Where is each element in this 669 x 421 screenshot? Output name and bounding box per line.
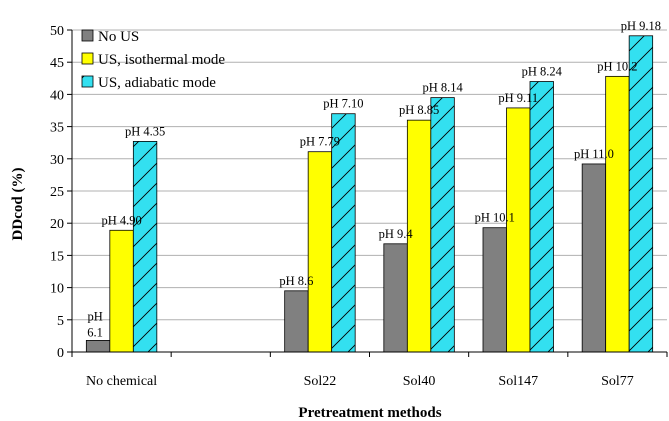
data-label: pH 4.35	[125, 124, 165, 138]
bar	[482, 227, 507, 353]
y-tick-label: 25	[50, 185, 64, 200]
y-tick-label: 40	[50, 88, 64, 103]
bar	[529, 81, 554, 353]
bar	[132, 141, 158, 353]
data-label: pH 7.79	[300, 135, 340, 149]
bar	[109, 229, 134, 353]
gridlines	[72, 29, 667, 321]
x-tick-label: Sol147	[498, 374, 538, 389]
y-tick-label: 50	[50, 24, 64, 39]
bar	[85, 340, 111, 353]
x-tick-label: Sol22	[304, 374, 337, 389]
bar	[383, 243, 408, 353]
legend-label: US, adiabatic mode	[98, 75, 216, 91]
data-label: pH 8.14	[422, 81, 463, 95]
legend: No US US, isothermal mode US, adiabatic mo…	[81, 29, 225, 91]
data-label: pH 7.10	[323, 97, 363, 111]
data-label: pH 11.0	[574, 147, 614, 161]
y-tick-label: 15	[50, 249, 64, 264]
data-label: pH 4.90	[101, 213, 141, 227]
y-tick-label: 20	[50, 217, 64, 232]
data-label: pH	[87, 309, 102, 323]
data-label: pH 8.6	[279, 274, 313, 288]
data-labels: pH 6.1 pH 8.6 pH 9.4 pH 10.1 pH 11.0 pH 4.90 pH…	[87, 19, 661, 340]
y-axis: 0 5 10 15 20 25 30 35 40 45 50	[50, 24, 73, 361]
bar	[307, 151, 333, 353]
y-tick-label: 35	[50, 121, 64, 136]
legend-swatch	[81, 75, 94, 88]
bar	[506, 107, 531, 353]
bar	[581, 163, 607, 353]
data-label: pH 8.24	[522, 65, 563, 79]
data-label: 6.1	[87, 325, 103, 339]
data-label: pH 8.85	[399, 103, 439, 117]
x-tick-label: Sol77	[601, 374, 634, 389]
bar	[331, 113, 356, 353]
y-tick-label: 10	[50, 282, 64, 297]
legend-swatch	[81, 29, 94, 42]
x-tick-label: No chemical	[86, 374, 157, 389]
bar	[605, 75, 630, 353]
y-tick-label: 0	[57, 346, 64, 361]
legend-label: No US	[98, 29, 139, 45]
data-label: pH 9.4	[379, 227, 414, 241]
bars	[85, 35, 654, 353]
x-tick-label: Sol40	[403, 374, 436, 389]
y-tick-label: 5	[57, 314, 64, 329]
data-label: pH 9.18	[621, 19, 661, 33]
x-axis: No chemical Sol22 Sol40 Sol147 Sol77	[71, 351, 668, 389]
data-label: pH 9.11	[498, 91, 538, 105]
legend-swatch	[81, 52, 94, 65]
bar	[430, 97, 455, 353]
legend-label: US, isothermal mode	[98, 52, 225, 68]
bar	[628, 35, 654, 353]
data-label: pH 10.2	[597, 59, 637, 73]
y-tick-label: 45	[50, 56, 64, 71]
x-axis-title: Pretreatment methods	[298, 405, 441, 421]
bar	[284, 290, 309, 353]
y-axis-title: DDcod (%)	[10, 168, 26, 241]
data-label: pH 10.1	[475, 211, 515, 225]
y-tick-label: 30	[50, 153, 64, 168]
